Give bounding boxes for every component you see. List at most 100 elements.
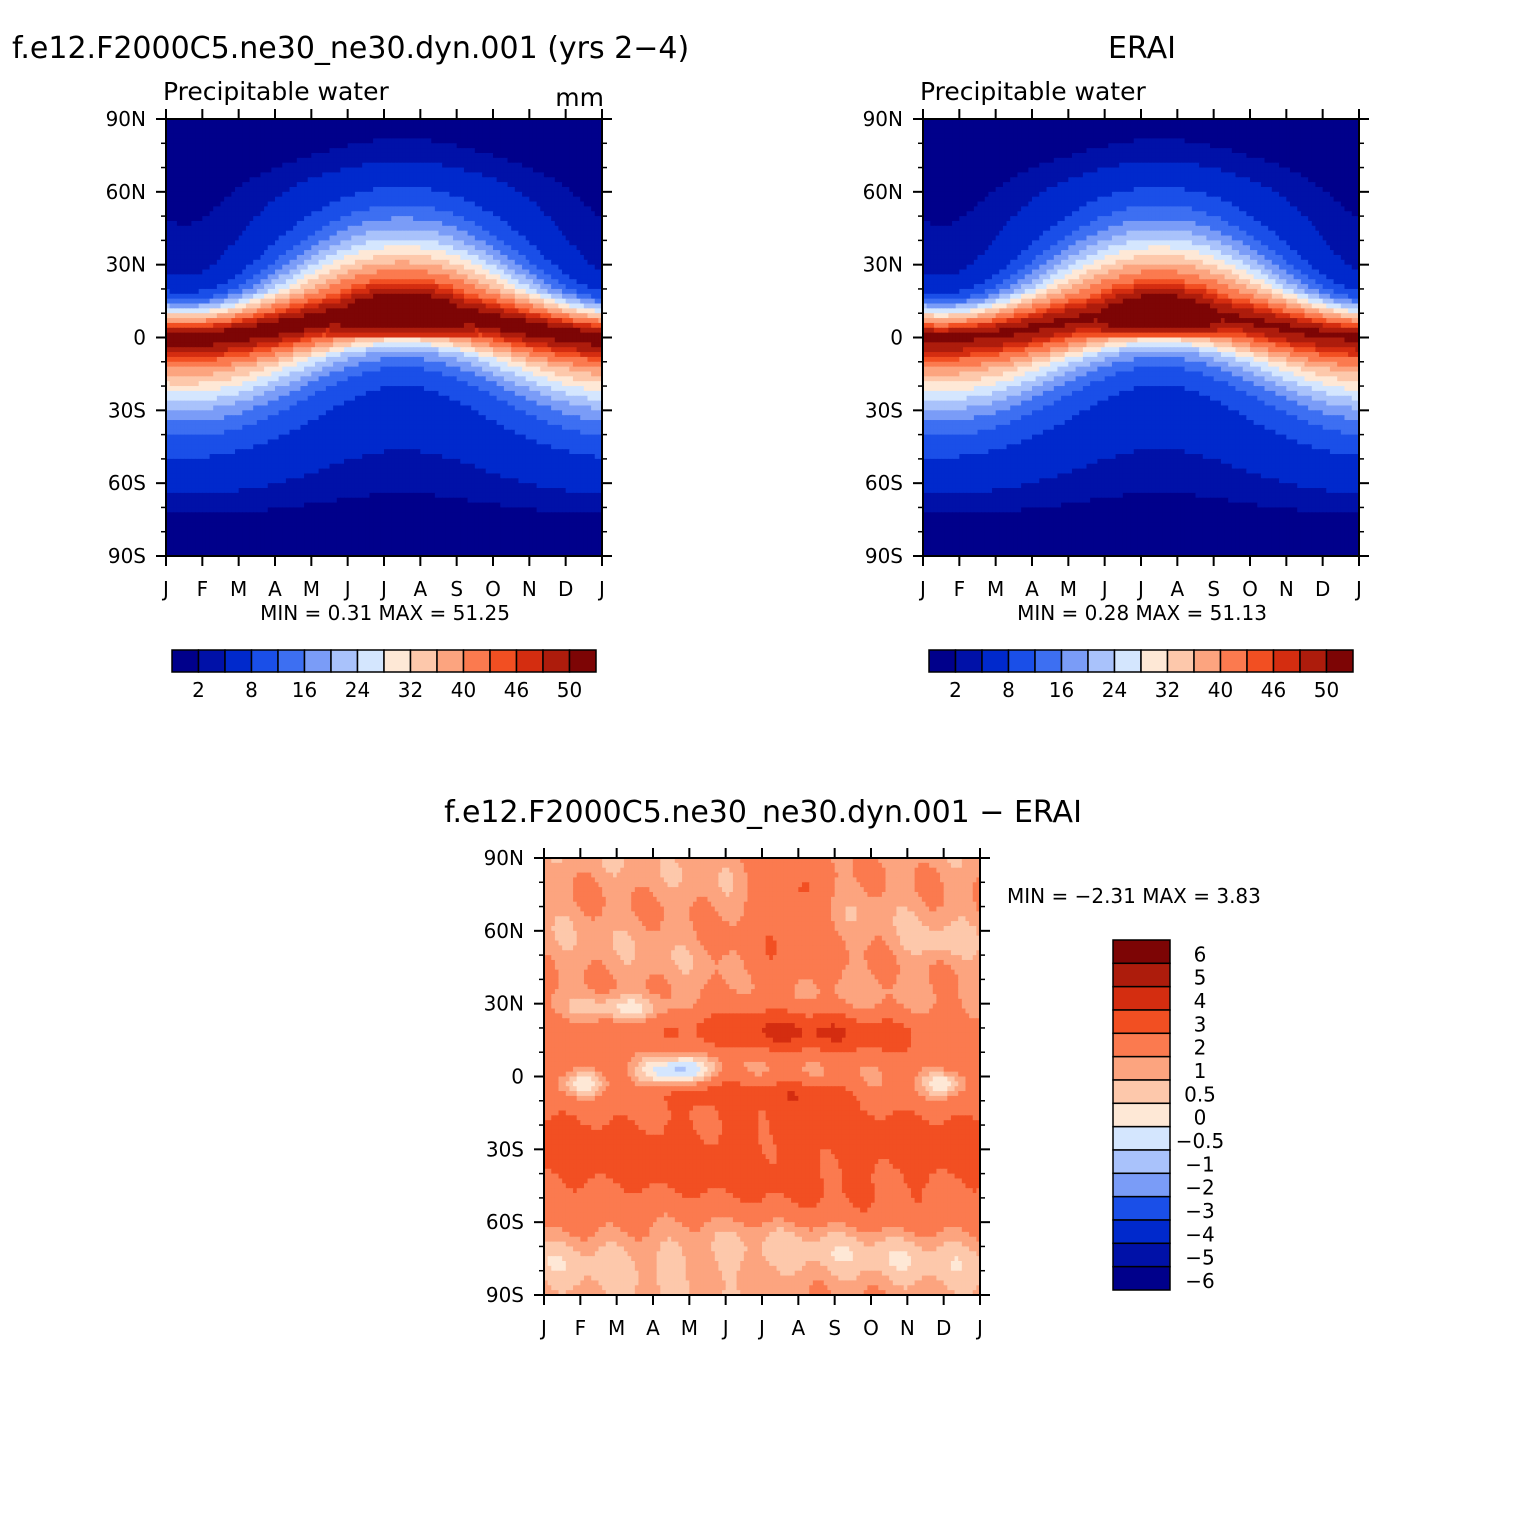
contour-cell [314, 230, 320, 237]
contour-cell [587, 186, 592, 193]
contour-cell [354, 293, 360, 300]
contour-cell [238, 216, 243, 222]
contour-cell [434, 196, 440, 203]
contour-cell [540, 177, 545, 183]
contour-cell [373, 274, 378, 280]
contour-cell [220, 211, 225, 217]
contour-cell [340, 123, 345, 130]
contour-cell [260, 162, 265, 169]
contour-cell [227, 128, 232, 135]
contour-cell [507, 138, 512, 144]
contour-cell [198, 182, 203, 188]
contour-cell [180, 172, 185, 178]
contour-cell [351, 240, 356, 246]
contour-cell [173, 264, 178, 271]
contour-cell [220, 303, 225, 309]
contour-cell [195, 279, 200, 285]
contour-cell [369, 196, 374, 203]
contour-cell [547, 157, 552, 164]
contour-cell [293, 191, 298, 198]
contour-cell [176, 172, 182, 178]
contour-cell [231, 274, 236, 280]
contour-cell [518, 259, 523, 266]
contour-cell [307, 230, 312, 237]
contour-cell [373, 157, 378, 164]
contour-cell [344, 230, 349, 237]
contour-cell [565, 167, 570, 174]
contour-cell [376, 308, 381, 314]
contour-cell [384, 128, 389, 135]
contour-cell [598, 293, 603, 300]
contour-cell [551, 303, 556, 309]
contour-cell [529, 196, 534, 203]
contour-cell [180, 211, 185, 217]
contour-cell [369, 230, 374, 237]
contour-cell [514, 250, 520, 256]
contour-cell [420, 157, 425, 164]
contour-cell [351, 172, 356, 178]
contour-cell [583, 259, 589, 266]
contour-cell [278, 157, 283, 164]
contour-cell [478, 308, 483, 314]
contour-cell [329, 201, 334, 207]
contour-cell [304, 152, 309, 159]
contour-cell [449, 259, 454, 266]
contour-cell [202, 157, 207, 164]
contour-cell [420, 284, 425, 290]
contour-cell [336, 206, 341, 212]
contour-cell [176, 293, 182, 300]
contour-cell [285, 240, 291, 246]
contour-cell [394, 313, 400, 319]
contour-cell [205, 303, 211, 309]
contour-cell [296, 206, 302, 212]
contour-cell [413, 220, 418, 227]
contour-cell [474, 148, 480, 154]
contour-cell [253, 157, 258, 164]
contour-cell [536, 293, 541, 300]
contour-cell [354, 250, 360, 256]
contour-cell [402, 196, 407, 203]
contour-cell [329, 274, 334, 280]
contour-cell [296, 162, 302, 169]
contour-cell [500, 167, 505, 174]
contour-cell [275, 123, 280, 130]
contour-cell [267, 259, 272, 266]
contour-cell [474, 123, 480, 130]
contour-cell [231, 172, 236, 178]
contour-cell [420, 152, 425, 159]
contour-cell [453, 196, 458, 203]
contour-cell [238, 259, 243, 266]
contour-cell [245, 157, 251, 164]
contour-cell [224, 303, 229, 309]
contour-cell [220, 143, 225, 149]
contour-cell [456, 240, 461, 246]
contour-cell [264, 138, 269, 144]
contour-cell [362, 206, 367, 212]
contour-cell [463, 245, 469, 251]
contour-cell [354, 269, 360, 275]
contour-cell [478, 143, 483, 149]
contour-cell [532, 162, 538, 169]
contour-cell [373, 235, 378, 241]
contour-cell [278, 298, 283, 305]
contour-cell [253, 177, 258, 183]
contour-cell [176, 259, 182, 266]
contour-cell [442, 298, 447, 305]
contour-cell [166, 186, 171, 193]
contour-cell [394, 225, 400, 232]
contour-cell [442, 308, 447, 314]
contour-cell [380, 298, 385, 305]
contour-cell [518, 313, 523, 319]
contour-cell [387, 191, 392, 198]
contour-cell [540, 230, 545, 237]
contour-cell [340, 119, 345, 125]
contour-cell [198, 206, 203, 212]
contour-cell [423, 220, 429, 227]
contour-cell [594, 284, 599, 290]
contour-cell [264, 274, 269, 280]
contour-cell [220, 196, 225, 203]
contour-cell [438, 143, 443, 149]
contour-cell [394, 279, 400, 285]
contour-cell [485, 279, 490, 285]
contour-cell [336, 186, 341, 193]
